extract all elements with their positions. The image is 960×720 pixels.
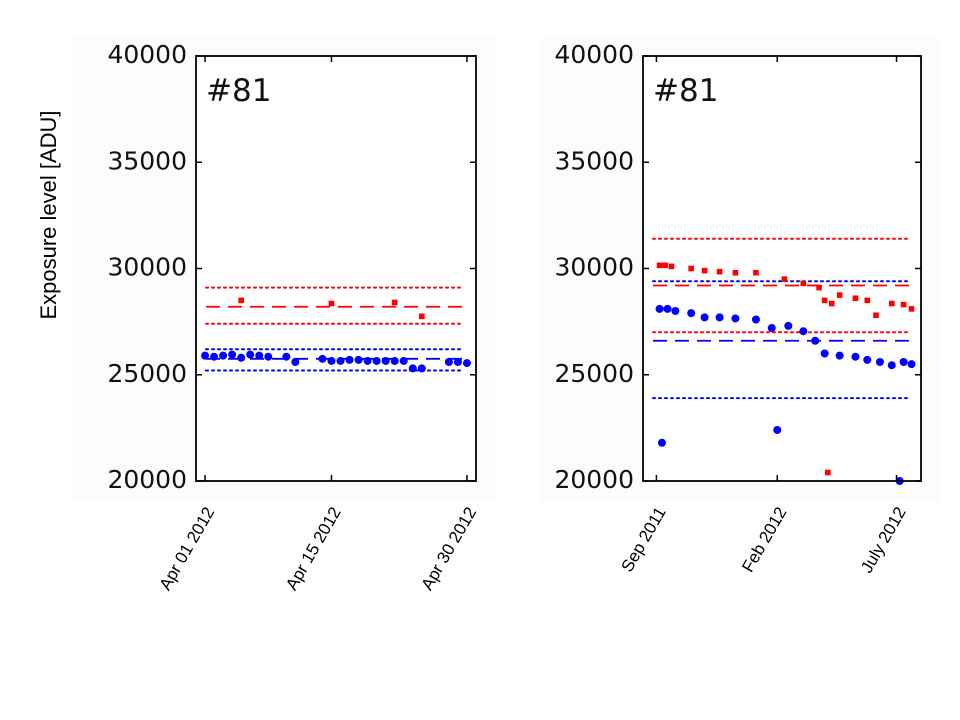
data-point-red-16 — [873, 312, 879, 319]
data-point-blue-2 — [219, 351, 228, 360]
data-point-blue-1 — [210, 352, 219, 361]
data-point-blue-19 — [907, 360, 916, 369]
data-point-red-11 — [821, 297, 828, 304]
data-point-blue-1 — [663, 304, 672, 313]
data-point-blue-4 — [700, 313, 709, 322]
data-point-blue-22 — [444, 358, 453, 366]
panel-label: #81 — [653, 73, 718, 109]
data-point-blue-8 — [282, 352, 291, 361]
y-tick-label-2: 30000 — [554, 253, 634, 282]
data-point-red-2 — [391, 299, 398, 306]
data-point-blue-23 — [453, 358, 462, 366]
data-point-blue-10 — [799, 327, 808, 336]
data-point-red-13 — [836, 292, 843, 298]
data-point-blue-13 — [345, 355, 354, 364]
data-point-blue-15 — [863, 355, 872, 364]
data-point-blue-17 — [381, 356, 390, 365]
data-point-red-5 — [716, 268, 723, 275]
data-point-red-12 — [828, 300, 835, 307]
data-point-blue-3 — [687, 309, 696, 318]
data-point-blue-4 — [237, 353, 246, 362]
data-point-blue-11 — [327, 356, 336, 365]
data-point-red-0 — [238, 297, 244, 304]
data-point-red-1 — [662, 262, 668, 269]
data-point-red-1 — [328, 300, 335, 307]
data-point-red-0 — [656, 262, 663, 269]
data-point-blue-5 — [246, 350, 255, 359]
data-point-blue-20 — [408, 364, 417, 373]
data-point-blue-24 — [462, 359, 471, 368]
data-point-red-2 — [668, 263, 675, 270]
data-point-blue-20 — [657, 438, 666, 447]
data-point-red-7 — [753, 269, 759, 276]
data-point-red-20 — [825, 469, 831, 476]
y-axis-label: Exposure level [ADU] — [36, 110, 61, 319]
data-point-blue-19 — [399, 356, 408, 365]
data-point-blue-6 — [731, 314, 740, 323]
data-point-blue-15 — [363, 356, 372, 365]
y-tick-label-1: 25000 — [554, 359, 634, 388]
data-point-red-6 — [732, 269, 739, 276]
y-tick-label-4: 40000 — [107, 40, 187, 69]
y-tick-label-4: 40000 — [554, 40, 634, 69]
data-point-blue-13 — [835, 351, 844, 360]
y-tick-label-1: 25000 — [107, 359, 187, 388]
y-tick-label-0: 20000 — [554, 465, 634, 494]
data-point-red-8 — [781, 276, 788, 282]
data-point-red-4 — [701, 267, 708, 274]
y-tick-label-3: 35000 — [554, 146, 634, 175]
data-point-blue-16 — [875, 358, 884, 366]
data-point-blue-6 — [255, 351, 264, 360]
data-point-blue-18 — [899, 358, 908, 366]
y-tick-label-0: 20000 — [107, 465, 187, 494]
data-point-red-3 — [419, 313, 425, 320]
data-point-blue-21 — [773, 426, 782, 434]
data-point-blue-12 — [820, 349, 829, 358]
data-point-blue-14 — [354, 355, 363, 364]
data-point-blue-11 — [811, 336, 820, 345]
data-point-blue-21 — [417, 364, 426, 373]
plot-area — [643, 56, 921, 481]
data-point-blue-14 — [851, 352, 860, 361]
data-point-red-3 — [688, 265, 694, 272]
data-point-blue-9 — [784, 321, 793, 330]
data-point-blue-17 — [887, 361, 896, 370]
y-tick-label-2: 30000 — [107, 253, 187, 282]
data-point-red-9 — [800, 280, 807, 287]
plot-area — [196, 56, 476, 481]
data-point-blue-0 — [655, 304, 664, 313]
data-point-blue-12 — [336, 356, 345, 365]
data-point-blue-7 — [751, 315, 760, 324]
data-point-red-18 — [900, 301, 907, 308]
panel-label: #81 — [206, 73, 271, 109]
data-point-blue-3 — [228, 350, 237, 359]
data-point-red-15 — [864, 297, 871, 304]
data-point-red-10 — [816, 284, 822, 291]
data-point-red-19 — [908, 306, 915, 312]
data-point-blue-5 — [715, 313, 724, 322]
data-point-blue-10 — [318, 354, 327, 363]
y-tick-label-3: 35000 — [107, 146, 187, 175]
data-point-red-17 — [888, 300, 895, 307]
data-point-blue-0 — [201, 351, 210, 360]
data-point-blue-2 — [671, 307, 680, 315]
data-point-blue-16 — [372, 356, 381, 365]
data-point-red-14 — [852, 295, 859, 302]
data-point-blue-18 — [390, 356, 399, 365]
data-point-blue-7 — [264, 352, 273, 361]
data-point-blue-9 — [291, 358, 300, 366]
data-point-blue-8 — [767, 324, 776, 332]
